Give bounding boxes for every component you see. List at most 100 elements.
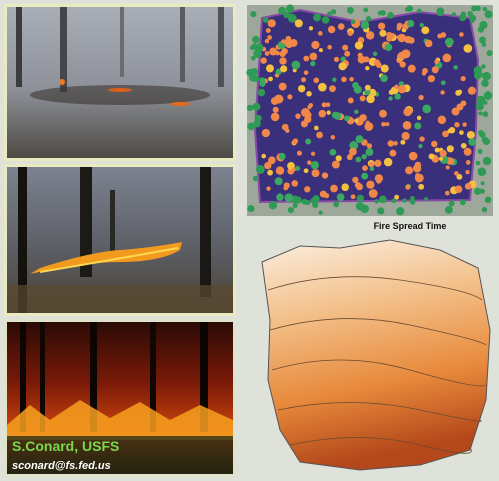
photo-smoke [4, 4, 236, 161]
map-dot [396, 207, 405, 216]
map-dot [474, 187, 482, 195]
map-dot [471, 5, 478, 12]
map-dot [409, 199, 416, 205]
map-dot [327, 11, 332, 16]
map-dot [247, 122, 256, 131]
map-dot [303, 168, 309, 174]
map-dot [356, 194, 364, 202]
map-dot [365, 148, 374, 157]
map-dot [301, 198, 308, 205]
map-dot [442, 53, 452, 63]
map-dot [388, 96, 393, 101]
map-dot [264, 38, 270, 44]
map-dot [274, 177, 283, 186]
map-dot [304, 115, 312, 124]
map-dot [326, 110, 331, 115]
map-dot [303, 70, 309, 75]
map-dot [304, 186, 311, 193]
map-dot [384, 43, 393, 52]
map-dot [463, 44, 473, 53]
map-dot [251, 43, 258, 51]
map-dot [268, 76, 273, 82]
map-dot [394, 93, 401, 100]
map-dot [330, 184, 338, 193]
map-dot [260, 57, 267, 64]
map-dot [424, 39, 433, 48]
map-dot [383, 157, 393, 167]
map-dot [456, 103, 464, 111]
map-dot [292, 202, 298, 209]
map-dot [428, 153, 435, 160]
map-dot [445, 165, 450, 170]
map-dot [416, 115, 422, 121]
map-dot [434, 147, 440, 153]
map-dot [363, 7, 369, 13]
map-dot [274, 94, 282, 102]
map-dot [454, 122, 460, 128]
map-dot [332, 77, 337, 82]
map-dot [278, 152, 286, 160]
map-dot [459, 199, 466, 206]
map-dot [354, 41, 364, 50]
map-dot [296, 150, 302, 156]
map-dot [318, 109, 327, 118]
map-dot [335, 155, 342, 162]
map-dot [475, 160, 481, 166]
map-dot [278, 6, 286, 15]
map-dot [391, 198, 397, 204]
map-dot [286, 4, 295, 13]
map-dot [381, 121, 386, 127]
map-dot [284, 193, 294, 203]
map-dot [402, 198, 407, 203]
map-dot [354, 118, 359, 123]
map-dot [415, 173, 420, 178]
map-dot [261, 153, 267, 159]
map-dot [281, 47, 288, 55]
map-dot [385, 122, 390, 127]
map-dot [346, 154, 353, 161]
map-dot [459, 130, 464, 135]
map-dot [366, 143, 372, 149]
map-dot [462, 122, 467, 127]
map-dot [386, 31, 393, 38]
map-dot [481, 206, 488, 213]
map-dot [283, 11, 290, 19]
map-dot [377, 10, 383, 16]
map-dot [267, 35, 272, 40]
map-dot [362, 165, 368, 171]
map-dot [484, 196, 492, 204]
map-dot [478, 111, 483, 116]
map-dot [247, 205, 255, 213]
map-dot [406, 19, 415, 28]
map-dot [252, 102, 261, 111]
map-dot [262, 16, 269, 23]
map-dot [380, 74, 388, 83]
map-dot [329, 85, 336, 93]
map-dot [406, 5, 413, 12]
map-dot [310, 60, 316, 67]
map-dot [419, 136, 425, 142]
map-dot [255, 43, 264, 52]
map-dot [418, 94, 424, 101]
map-dot [376, 178, 382, 184]
map-dot [412, 164, 422, 173]
map-dot [331, 160, 340, 169]
map-dot [329, 148, 337, 156]
map-dot [444, 205, 453, 214]
fire-map [246, 4, 493, 216]
map-dot [437, 115, 447, 125]
map-dot [313, 13, 322, 22]
map-dot [479, 188, 485, 194]
map-dot [482, 6, 488, 12]
map-dot [440, 32, 447, 38]
map-dot [481, 136, 489, 144]
map-dot [368, 88, 377, 97]
map-dot [353, 85, 362, 94]
map-dot [396, 26, 401, 31]
map-dot [310, 151, 316, 156]
map-dot [338, 62, 347, 71]
map-dot [460, 11, 467, 17]
map-dot [250, 55, 256, 61]
map-dot [352, 176, 359, 184]
map-dot [368, 161, 375, 168]
